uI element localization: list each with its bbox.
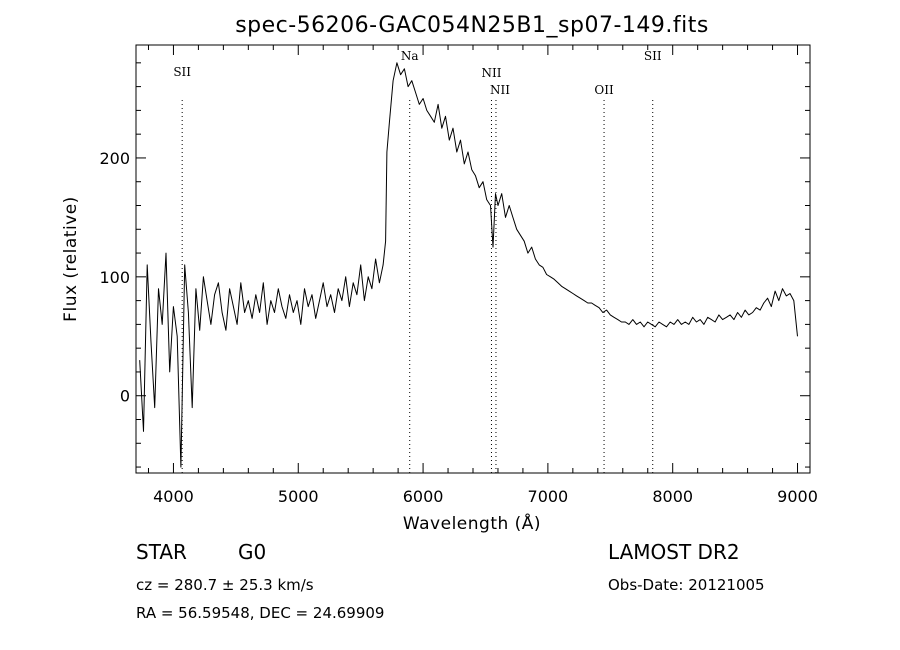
y-axis-label: Flux (relative) bbox=[61, 196, 81, 322]
line-label-5: SII bbox=[644, 49, 662, 63]
x-tick-label-5: 9000 bbox=[777, 487, 818, 506]
y-tick-label-1: 100 bbox=[99, 268, 130, 287]
chart-title: spec-56206-GAC054N25B1_sp07-149.fits bbox=[235, 13, 709, 38]
line-label-4: OII bbox=[594, 83, 614, 97]
y-tick-label-2: 200 bbox=[99, 149, 130, 168]
emission-line-markers bbox=[181, 100, 654, 473]
x-tick-label-0: 4000 bbox=[153, 487, 194, 506]
x-tick-label-1: 5000 bbox=[278, 487, 319, 506]
x-tick-label-4: 8000 bbox=[652, 487, 693, 506]
line-label-0: SII bbox=[173, 65, 191, 79]
x-tick-label-3: 7000 bbox=[528, 487, 569, 506]
plot-frame bbox=[135, 44, 811, 474]
line-label-3: NII bbox=[490, 83, 510, 97]
spectrum-line bbox=[139, 62, 798, 468]
y-tick-label-0: 0 bbox=[120, 387, 130, 406]
star-type-label: STAR bbox=[136, 540, 187, 564]
line-label-1: Na bbox=[401, 49, 419, 63]
x-axis-ticks: 4000 5000 6000 7000 8000 9000 bbox=[147, 45, 818, 506]
emission-line-labels: SII Na NII NII OII SII bbox=[173, 49, 662, 97]
survey-label: LAMOST DR2 bbox=[608, 540, 740, 564]
y-axis-ticks: 0 100 200 bbox=[99, 62, 810, 468]
line-label-2: NII bbox=[481, 66, 501, 80]
x-axis-label: Wavelength (Å) bbox=[403, 512, 541, 534]
redshift-readout: cz = 280.7 ± 25.3 km/s bbox=[136, 576, 314, 594]
spectral-subclass-label: G0 bbox=[238, 540, 267, 564]
x-tick-label-2: 6000 bbox=[403, 487, 444, 506]
obs-date-readout: Obs-Date: 20121005 bbox=[608, 576, 765, 594]
coordinates-readout: RA = 56.59548, DEC = 24.69909 bbox=[136, 604, 385, 622]
